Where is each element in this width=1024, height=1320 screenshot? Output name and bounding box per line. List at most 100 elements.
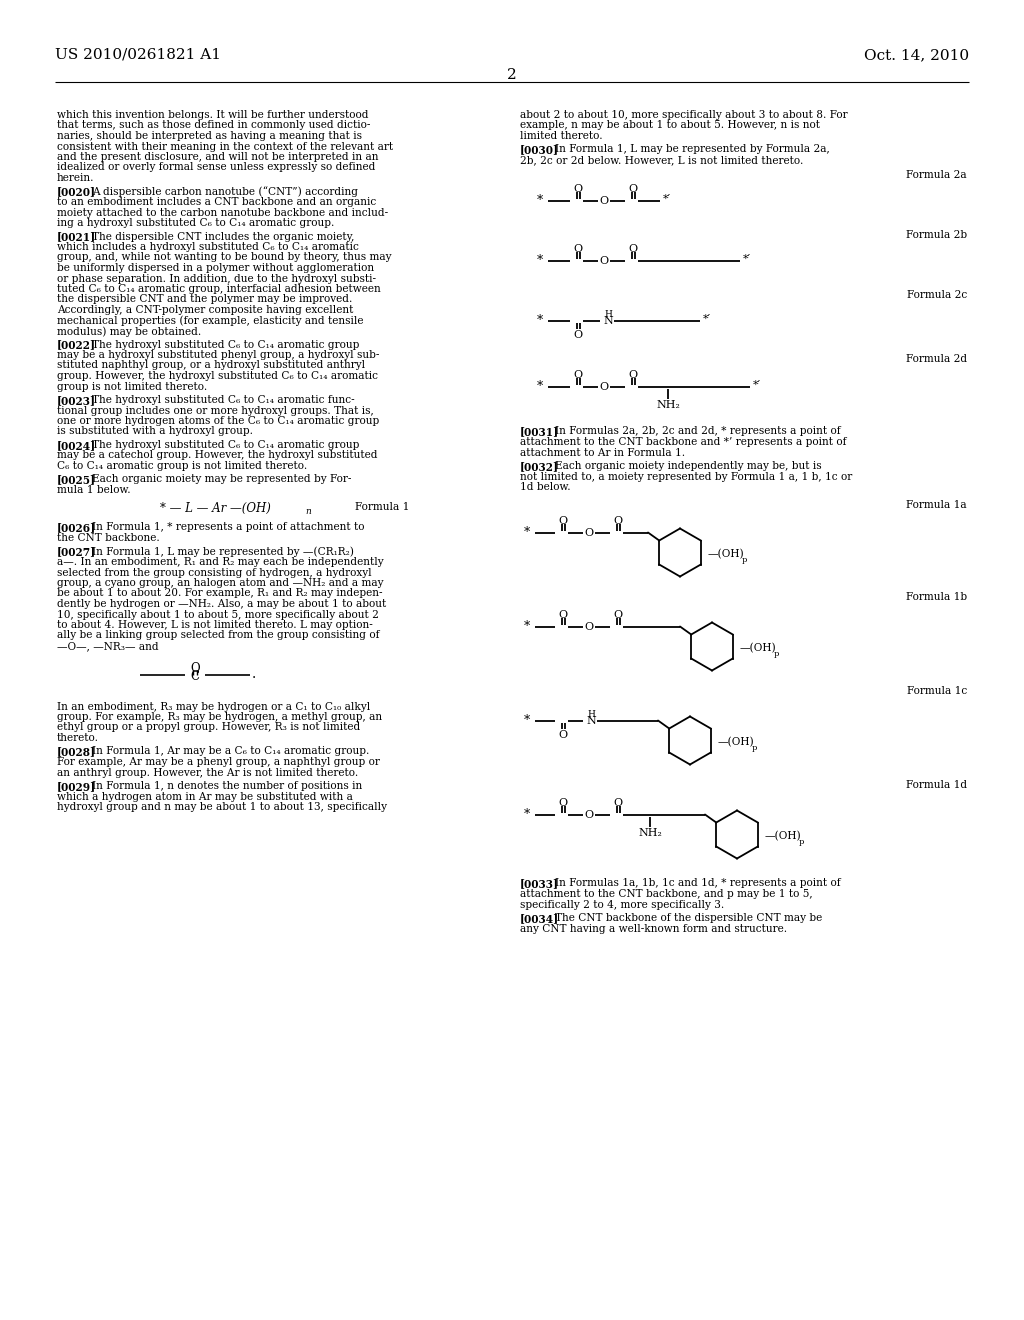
Text: C: C (190, 671, 200, 684)
Text: *: * (524, 620, 530, 634)
Text: In Formula 1, L may be represented by Formula 2a,: In Formula 1, L may be represented by Fo… (555, 144, 829, 154)
Text: O: O (629, 183, 638, 194)
Text: [0028]: [0028] (57, 747, 96, 758)
Text: to about 4. However, L is not limited thereto. L may option-: to about 4. However, L is not limited th… (57, 620, 373, 630)
Text: hydroxyl group and n may be about 1 to about 13, specifically: hydroxyl group and n may be about 1 to a… (57, 803, 387, 812)
Text: ■[0020]: ■[0020] (57, 186, 102, 197)
Text: The CNT backbone of the dispersible CNT may be: The CNT backbone of the dispersible CNT … (555, 913, 822, 923)
Text: be about 1 to about 20. For example, R₁ and R₂ may indepen-: be about 1 to about 20. For example, R₁ … (57, 589, 383, 598)
Text: —O—, —NR₃— and: —O—, —NR₃— and (57, 642, 159, 651)
Text: herein.: herein. (57, 173, 94, 183)
Text: group, and, while not wanting to be bound by theory, thus may: group, and, while not wanting to be boun… (57, 252, 391, 263)
Text: Each organic moiety may be represented by For-: Each organic moiety may be represented b… (92, 474, 351, 484)
Text: N: N (586, 717, 596, 726)
Text: O: O (613, 516, 623, 525)
Text: *: * (537, 253, 543, 267)
Text: In Formulas 2a, 2b, 2c and 2d, * represents a point of: In Formulas 2a, 2b, 2c and 2d, * represe… (555, 426, 841, 437)
Text: n: n (305, 507, 310, 516)
Text: O: O (558, 516, 567, 525)
Text: thereto.: thereto. (57, 733, 99, 743)
Text: *: * (537, 380, 543, 393)
Text: *: * (537, 314, 543, 327)
Text: In Formula 1, * represents a point of attachment to: In Formula 1, * represents a point of at… (92, 523, 365, 532)
Text: —(OH): —(OH) (718, 738, 755, 747)
Text: group. For example, R₃ may be hydrogen, a methyl group, an: group. For example, R₃ may be hydrogen, … (57, 711, 382, 722)
Text: which a hydrogen atom in Ar may be substituted with a: which a hydrogen atom in Ar may be subst… (57, 792, 353, 801)
Text: In Formula 1, Ar may be a C₆ to C₁₄ aromatic group.: In Formula 1, Ar may be a C₆ to C₁₄ arom… (92, 747, 370, 756)
Text: group. However, the hydroxyl substituted C₆ to C₁₄ aromatic: group. However, the hydroxyl substituted… (57, 371, 378, 381)
Text: A dispersible carbon nanotube (“CNT”) according: A dispersible carbon nanotube (“CNT”) ac… (92, 186, 358, 197)
Text: [0033]: [0033] (520, 879, 559, 890)
Text: O: O (613, 797, 623, 808)
Text: *′: *′ (753, 380, 761, 389)
Text: ethyl group or a propyl group. However, R₃ is not limited: ethyl group or a propyl group. However, … (57, 722, 360, 733)
Text: modulus) may be obtained.: modulus) may be obtained. (57, 326, 202, 337)
Text: 10, specifically about 1 to about 5, more specifically about 2: 10, specifically about 1 to about 5, mor… (57, 610, 379, 619)
Text: O: O (573, 370, 583, 380)
Text: [0031]: [0031] (520, 426, 559, 437)
Text: O: O (573, 243, 583, 253)
Text: [0020]: [0020] (57, 186, 96, 198)
Text: *′: *′ (663, 194, 671, 203)
Text: O: O (558, 610, 567, 619)
Text: NH₂: NH₂ (638, 829, 662, 838)
Text: tuted C₆ to C₁₄ aromatic group, interfacial adhesion between: tuted C₆ to C₁₄ aromatic group, interfac… (57, 284, 381, 294)
Text: *: * (524, 714, 530, 727)
Text: an anthryl group. However, the Ar is not limited thereto.: an anthryl group. However, the Ar is not… (57, 767, 358, 777)
Text: 2: 2 (507, 69, 517, 82)
Text: p: p (742, 557, 748, 565)
Text: consistent with their meaning in the context of the relevant art: consistent with their meaning in the con… (57, 141, 393, 152)
Text: mechanical properties (for example, elasticity and tensile: mechanical properties (for example, elas… (57, 315, 364, 326)
Text: a—. In an embodiment, R₁ and R₂ may each be independently: a—. In an embodiment, R₁ and R₂ may each… (57, 557, 384, 568)
Text: O: O (613, 610, 623, 619)
Text: p: p (799, 838, 805, 846)
Text: [0024]: [0024] (57, 440, 96, 451)
Text: Formula 1a: Formula 1a (906, 500, 967, 511)
Text: group, a cyano group, an halogen atom and —NH₂ and a may: group, a cyano group, an halogen atom an… (57, 578, 384, 587)
Text: mula 1 below.: mula 1 below. (57, 484, 131, 495)
Text: and the present disclosure, and will not be interpreted in an: and the present disclosure, and will not… (57, 152, 379, 162)
Text: In Formula 1, L may be represented by —(CR₁R₂): In Formula 1, L may be represented by —(… (92, 546, 354, 557)
Text: [0021]: [0021] (57, 231, 96, 243)
Text: The hydroxyl substituted C₆ to C₁₄ aromatic func-: The hydroxyl substituted C₆ to C₁₄ aroma… (92, 395, 354, 405)
Text: O: O (585, 528, 594, 537)
Text: Formula 2d: Formula 2d (906, 354, 967, 363)
Text: the dispersible CNT and the polymer may be improved.: the dispersible CNT and the polymer may … (57, 294, 352, 305)
Text: For example, Ar may be a phenyl group, a naphthyl group or: For example, Ar may be a phenyl group, a… (57, 756, 380, 767)
Text: Formula 2a: Formula 2a (906, 170, 967, 181)
Text: The dispersible CNT includes the organic moiety,: The dispersible CNT includes the organic… (92, 231, 354, 242)
Text: C₆ to C₁₄ aromatic group is not limited thereto.: C₆ to C₁₄ aromatic group is not limited … (57, 461, 307, 471)
Text: —(OH): —(OH) (740, 643, 776, 653)
Text: tional group includes one or more hydroxyl groups. That is,: tional group includes one or more hydrox… (57, 405, 374, 416)
Text: O: O (558, 797, 567, 808)
Text: attachment to Ar in Formula 1.: attachment to Ar in Formula 1. (520, 447, 685, 458)
Text: may be a catechol group. However, the hydroxyl substituted: may be a catechol group. However, the hy… (57, 450, 378, 461)
Text: *: * (524, 808, 530, 821)
Text: selected from the group consisting of hydrogen, a hydroxyl: selected from the group consisting of hy… (57, 568, 372, 578)
Text: [0030]: [0030] (520, 144, 559, 156)
Text: 2b, 2c or 2d below. However, L is not limited thereto.: 2b, 2c or 2d below. However, L is not li… (520, 154, 804, 165)
Text: The hydroxyl substituted C₆ to C₁₄ aromatic group: The hydroxyl substituted C₆ to C₁₄ aroma… (92, 339, 359, 350)
Text: In an embodiment, R₃ may be hydrogen or a C₁ to C₁₀ alkyl: In an embodiment, R₃ may be hydrogen or … (57, 701, 371, 711)
Text: Formula 1d: Formula 1d (906, 780, 967, 789)
Text: *′: *′ (743, 253, 752, 264)
Text: group is not limited thereto.: group is not limited thereto. (57, 381, 207, 392)
Text: any CNT having a well-known form and structure.: any CNT having a well-known form and str… (520, 924, 787, 933)
Text: O: O (573, 183, 583, 194)
Text: that terms, such as those defined in commonly used dictio-: that terms, such as those defined in com… (57, 120, 371, 131)
Text: —(OH): —(OH) (708, 549, 744, 560)
Text: O: O (585, 622, 594, 631)
Text: Oct. 14, 2010: Oct. 14, 2010 (864, 48, 969, 62)
Text: [0023]: [0023] (57, 395, 96, 407)
Text: which this invention belongs. It will be further understood: which this invention belongs. It will be… (57, 110, 369, 120)
Text: dently be hydrogen or —NH₂. Also, a may be about 1 to about: dently be hydrogen or —NH₂. Also, a may … (57, 599, 386, 609)
Text: Formula 1b: Formula 1b (906, 591, 967, 602)
Text: O: O (599, 256, 608, 265)
Text: O: O (629, 243, 638, 253)
Text: Accordingly, a CNT-polymer composite having excellent: Accordingly, a CNT-polymer composite hav… (57, 305, 353, 315)
Text: naries, should be interpreted as having a meaning that is: naries, should be interpreted as having … (57, 131, 362, 141)
Text: O: O (599, 381, 608, 392)
Text: .: . (252, 668, 256, 681)
Text: [0026]: [0026] (57, 523, 96, 533)
Text: [0029]: [0029] (57, 781, 96, 792)
